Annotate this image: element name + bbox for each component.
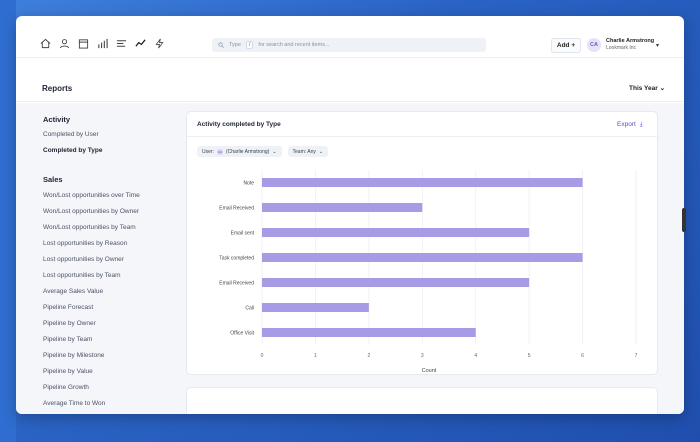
y-category-label: Email Received [219,206,254,212]
x-tick-label: 5 [528,353,531,359]
y-category-label: Email Received [219,281,254,287]
sidebar-section-activity: Activity [43,115,71,124]
add-button[interactable]: Add + [551,38,581,53]
bolt-icon[interactable] [154,38,165,49]
scrollbar-handle[interactable] [682,208,686,232]
y-category-label: Task completed [219,256,254,262]
x-tick-label: 3 [421,353,424,359]
x-tick-label: 7 [635,353,638,359]
report-card: Activity completed by Type Export ⤓ User… [186,111,659,375]
card-header: Activity completed by Type Export ⤓ [187,112,659,137]
download-icon: ⤓ [639,121,643,128]
export-button[interactable]: Export ⤓ [617,121,643,129]
desktop-background [0,0,16,442]
x-tick-label: 4 [474,353,477,359]
period-select[interactable]: This Year ⌄ [629,84,665,92]
sidebar-item-sales[interactable]: Pipeline Forecast [43,304,94,311]
main-content: Activity completed by Type Export ⤓ User… [178,103,684,414]
page-title: Reports [42,84,73,93]
sidebar-item-sales[interactable]: Lost opportunities by Reason [43,240,128,247]
nav-icons [40,38,165,49]
x-axis-label: Count [422,368,437,372]
sidebar: Activity Completed by User Completed by … [16,103,178,414]
y-category-label: Call [245,306,254,312]
export-label: Export [617,121,636,128]
bar-chart: 0 1 2 3 4 5 6 7 Note Email Received Email sent Task… [219,170,638,372]
search-icon [218,42,224,48]
period-label: This Year [629,85,658,92]
search-prefix: Type [229,42,241,48]
user-menu[interactable]: Charlie Armstrong Lookmark Inc [606,38,654,51]
team-filter[interactable]: Team: Any ⌄ [287,146,329,157]
y-category-label: Email sent [231,231,255,237]
search-input[interactable]: Type / for search and recent items... [212,38,486,52]
chevron-down-icon: ⌄ [272,148,277,155]
filters: User: CA (Charlie Armstrong) ⌄ Team: Any… [197,146,329,157]
calendar-icon[interactable] [78,38,89,49]
user-name: Charlie Armstrong [606,38,655,44]
sidebar-item-sales[interactable]: Average Sales Value [43,288,104,295]
chevron-down-icon: ⌄ [659,85,666,92]
home-icon[interactable] [40,38,51,49]
user-filter-value: (Charlie Armstrong) [225,148,270,155]
user-filter-label: User: [202,148,214,155]
sidebar-item-sales[interactable]: Won/Lost opportunities by Team [43,224,136,231]
sidebar-item-sales[interactable]: Won/Lost opportunities by Owner [43,208,139,215]
y-category-label: Note [243,181,254,187]
sidebar-item-sales[interactable]: Average Time to Won [43,400,106,407]
sidebar-item-sales[interactable]: Pipeline by Milestone [43,352,105,359]
page-header: Reports This Year ⌄ [16,58,684,102]
top-bar: Type / for search and recent items... Ad… [16,16,684,58]
search-placeholder: for search and recent items... [258,42,330,48]
team-filter-label: Team: Any [292,148,316,155]
sidebar-item-sales[interactable]: Pipeline by Team [43,336,93,343]
trend-icon[interactable] [135,38,146,49]
bar [262,328,476,337]
x-tick-label: 0 [261,353,264,359]
user-filter-avatar: CA [216,148,223,155]
x-tick-label: 2 [367,353,370,359]
x-tick-label: 1 [314,353,317,359]
user-icon[interactable] [59,38,70,49]
user-company: Lookmark Inc [606,44,637,51]
y-category-label: Office Visit [230,331,254,337]
bar [262,203,423,212]
bar [262,253,583,262]
sidebar-item-sales[interactable]: Lost opportunities by Owner [43,256,124,263]
bar [262,278,530,287]
sidebar-section-sales: Sales [43,175,63,184]
chevron-down-icon: ⌄ [318,148,324,155]
sidebar-item-sales[interactable]: Lost opportunities by Team [43,272,121,279]
avatar[interactable]: CA [587,38,601,52]
sidebar-item-sales[interactable]: Pipeline by Value [43,368,93,375]
sidebar-item-completed-by-user[interactable]: Completed by User [43,131,99,138]
bar-chart-icon[interactable] [97,38,108,49]
sidebar-item-sales[interactable]: Pipeline by Owner [43,320,96,327]
bar [262,178,583,187]
sidebar-item-sales[interactable]: Pipeline Growth [43,384,89,391]
sidebar-item-completed-by-type[interactable]: Completed by Type [43,147,103,154]
sidebar-item-sales[interactable]: Won/Lost opportunities over Time [43,192,140,199]
secondary-card [186,387,658,414]
bar [262,228,530,237]
add-button-label: Add + [556,42,576,49]
list-icon[interactable] [116,38,127,49]
app-window: Type / for search and recent items... Ad… [16,16,684,414]
x-tick-label: 6 [581,353,584,359]
bar [262,303,369,312]
user-filter[interactable]: User: CA (Charlie Armstrong) ⌄ [197,146,282,157]
search-shortcut-key: / [245,41,254,49]
caret-down-icon[interactable]: ▾ [656,43,660,49]
card-title: Activity completed by Type [197,121,281,128]
